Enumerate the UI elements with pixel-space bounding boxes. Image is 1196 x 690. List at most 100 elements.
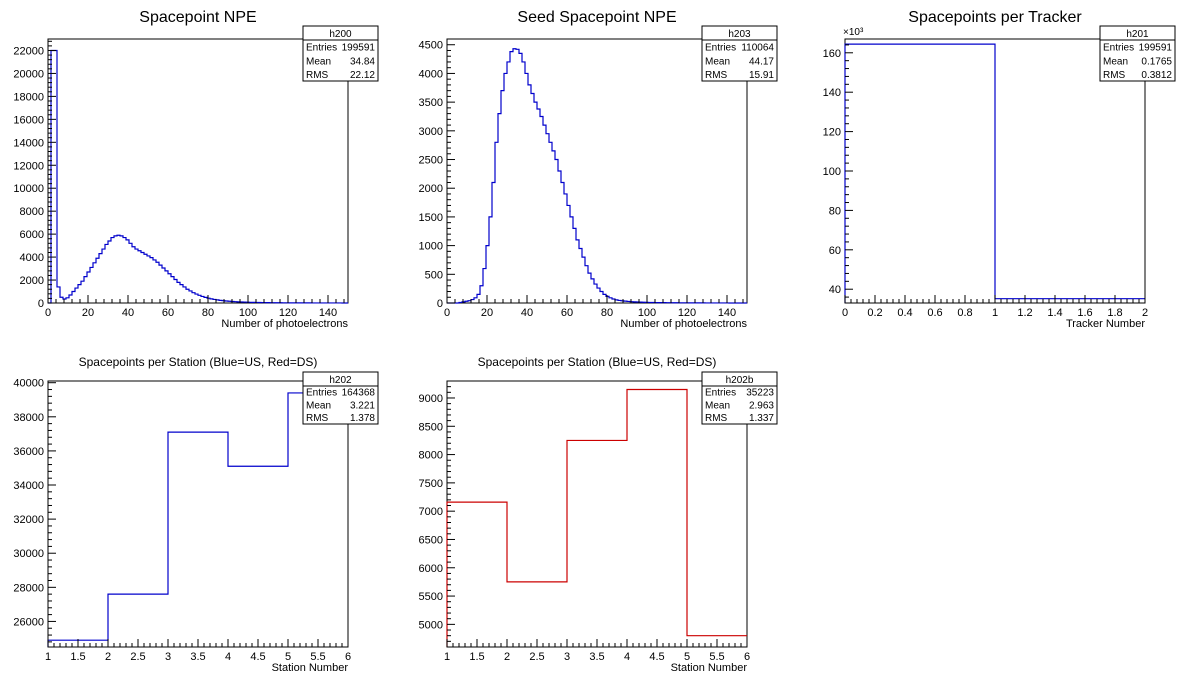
stats-box-frame [302,25,379,82]
histogram-line [48,49,348,304]
stats-row-label: Entries [1103,43,1134,54]
y-tick-label: 8500 [419,421,443,433]
stats-row-value: 110064 [741,43,774,54]
panel-spacepoints-per-station-ds: Spacepoints per Station (Blue=US, Red=DS… [419,355,778,674]
chart-title: Spacepoint NPE [139,9,256,26]
y-tick-label: 0 [38,298,44,310]
stats-row-label: RMS [705,413,728,424]
stats-row-value: 15.91 [749,70,774,81]
y-tick-label: 20000 [13,68,44,80]
x-tick-label: 140 [319,307,337,319]
stats-box: h201 Entries 199591 Mean 0.1765 RMS 0.3812 [1099,25,1176,82]
y-tick-label: 2500 [419,155,443,167]
histogram-line [446,388,747,647]
stats-row-label: RMS [705,70,728,81]
stats-box: h202b Entries 35223 Mean 2.963 RMS 1.337 [701,371,778,425]
panel-spacepoints-per-station-us: Spacepoints per Station (Blue=US, Red=DS… [13,355,379,674]
y-tick-label: 160 [823,48,841,60]
x-tick-label: 1 [45,651,51,663]
stats-row-label: RMS [1103,70,1126,81]
x-tick-label: 100 [239,307,257,319]
x-tick-label: 6 [744,651,750,663]
chart-title: Spacepoints per Station (Blue=US, Red=DS… [79,355,318,369]
stats-row-label: RMS [306,413,329,424]
y-tick-label: 6000 [20,229,44,241]
stats-box: h203 Entries 110064 Mean 44.17 RMS 15.91 [701,25,778,82]
x-tick-label: 120 [279,307,297,319]
x-tick-label: 0 [842,307,848,319]
x-tick-label: 2 [1142,307,1148,319]
y-tick-label: 4500 [419,40,443,52]
x-tick-label: 3 [564,651,570,663]
stats-row-value: 2.963 [749,400,774,411]
stats-row-value: 1.337 [749,413,774,424]
panel-spacepoints-per-tracker: Spacepoints per Tracker 0 0.2 0.4 0.6 0.8 1 1.2… [823,9,1176,330]
y-tick-label: 3000 [419,126,443,138]
y-tick-label: 3500 [419,97,443,109]
stats-row-label: Entries [705,43,736,54]
x-tick-label: 1.5 [469,651,484,663]
y-tick-label: 9000 [419,393,443,405]
y-exponent-label: ×10³ [843,27,864,38]
stats-box-frame [701,371,778,425]
histogram-line [844,43,1145,303]
stats-row-label: Entries [306,388,337,399]
x-tick-label: 0.8 [957,307,972,319]
chart-title: Seed Spacepoint NPE [517,9,676,26]
y-tick-label: 140 [823,87,841,99]
y-tick-label: 26000 [13,616,44,628]
x-tick-label: 140 [718,307,736,319]
stats-histogram-name: h202 [329,375,352,386]
stats-row-value: 199591 [342,43,376,54]
x-tick-label: 1.6 [1077,307,1092,319]
y-tick-label: 0 [437,298,443,310]
x-tick-label: 20 [82,307,94,319]
histogram-line [447,48,747,304]
stats-row-label: Entries [705,388,736,399]
chart-title: Spacepoints per Station (Blue=US, Red=DS… [478,355,717,369]
x-tick-label: 40 [521,307,533,319]
y-tick-label: 40000 [13,378,44,390]
stats-row-value: 1.378 [350,413,375,424]
y-tick-label: 14000 [13,137,44,149]
y-tick-label: 34000 [13,480,44,492]
y-tick-label: 120 [823,127,841,139]
y-tick-label: 28000 [13,582,44,594]
stats-row-label: Entries [306,43,337,54]
stats-row-label: RMS [306,70,329,81]
x-tick-label: 6 [345,651,351,663]
y-tick-label: 4000 [419,68,443,80]
x-tick-label: 40 [122,307,134,319]
x-tick-label: 80 [601,307,613,319]
x-tick-label: 60 [561,307,573,319]
x-tick-label: 80 [202,307,214,319]
plot-frame [47,38,349,304]
stats-box-frame [302,371,379,425]
stats-row-value: 22.12 [350,70,375,81]
y-tick-label: 32000 [13,514,44,526]
stats-row-label: Mean [1103,56,1128,67]
x-tick-label: 5 [684,651,690,663]
y-tick-label: 1000 [419,241,443,253]
stats-histogram-name: h201 [1126,29,1149,40]
y-tick-label: 7500 [419,478,443,490]
x-tick-label: 1 [992,307,998,319]
x-axis-title: Number of photoelectrons [221,318,348,330]
stats-box: h200 Entries 199591 Mean 34.84 RMS 22.12 [302,25,379,82]
x-tick-label: 4 [225,651,231,663]
x-tick-label: 5.5 [310,651,325,663]
x-tick-label: 4 [624,651,630,663]
stats-row-label: Mean [306,400,331,411]
y-tick-label: 1500 [419,212,443,224]
x-tick-label: 2 [504,651,510,663]
x-tick-label: 5.5 [709,651,724,663]
x-tick-label: 3.5 [190,651,205,663]
y-tick-label: 100 [823,166,841,178]
stats-row-value: 199591 [1139,43,1173,54]
y-tick-label: 10000 [13,183,44,195]
y-tick-label: 22000 [13,45,44,57]
x-tick-label: 2.5 [529,651,544,663]
x-tick-label: 1.5 [70,651,85,663]
stats-histogram-name: h203 [728,29,751,40]
x-tick-label: 0.2 [867,307,882,319]
